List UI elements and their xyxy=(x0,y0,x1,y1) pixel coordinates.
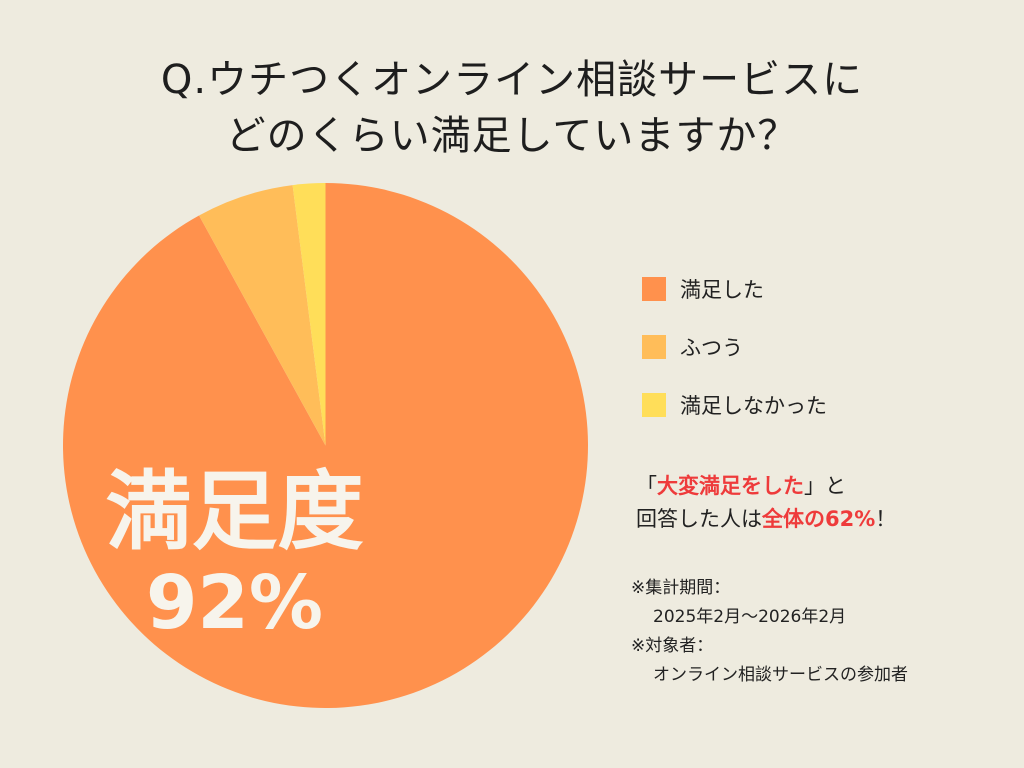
note-line-1: 「大変満足をした」と xyxy=(636,470,896,503)
note-prefix: 回答した人は xyxy=(636,507,762,531)
center-label: 満足度 92% xyxy=(62,462,407,646)
pie-chart xyxy=(62,183,589,708)
note-highlight-1: 大変満足をした xyxy=(657,474,804,498)
legend-item: 満足しなかった xyxy=(642,388,827,422)
legend-item: 満足した xyxy=(642,272,827,306)
note-close-bracket: 」と xyxy=(804,474,846,498)
page-title: Q.ウチつくオンライン相談サービスに どのくらい満足していますか？ xyxy=(0,52,1024,164)
note-suffix: ！ xyxy=(875,507,897,531)
legend-label: 満足しなかった xyxy=(680,394,827,418)
center-label-value: 92% xyxy=(145,560,324,646)
note-line-2: 回答した人は全体の62%！ xyxy=(636,503,896,536)
legend: 満足した ふつう 満足しなかった xyxy=(642,272,827,446)
title-line-2: どのくらい満足していますか？ xyxy=(225,113,799,159)
note-highlight-2: 全体の62% xyxy=(762,507,876,531)
period-label: ※集計期間： xyxy=(631,578,731,598)
pie-slice xyxy=(199,185,326,446)
survey-info: ※集計期間： 2025年2月〜2026年2月 ※対象者： オンライン相談サービス… xyxy=(631,574,908,690)
result-note: 「大変満足をした」と 回答した人は全体の62%！ xyxy=(636,470,896,536)
note-open-bracket: 「 xyxy=(636,474,657,498)
legend-label: 満足した xyxy=(680,278,764,302)
target-value: オンライン相談サービスの参加者 xyxy=(653,665,908,685)
legend-label: ふつう xyxy=(680,336,743,360)
legend-swatch xyxy=(642,393,666,417)
legend-swatch xyxy=(642,277,666,301)
period-value: 2025年2月〜2026年2月 xyxy=(653,607,847,627)
target-label: ※対象者： xyxy=(631,636,714,656)
pie-slice xyxy=(292,183,326,446)
title-line-1: Q.ウチつくオンライン相談サービスに xyxy=(160,57,864,103)
legend-item: ふつう xyxy=(642,330,827,364)
center-label-title: 満足度 xyxy=(105,462,364,562)
legend-swatch xyxy=(642,335,666,359)
